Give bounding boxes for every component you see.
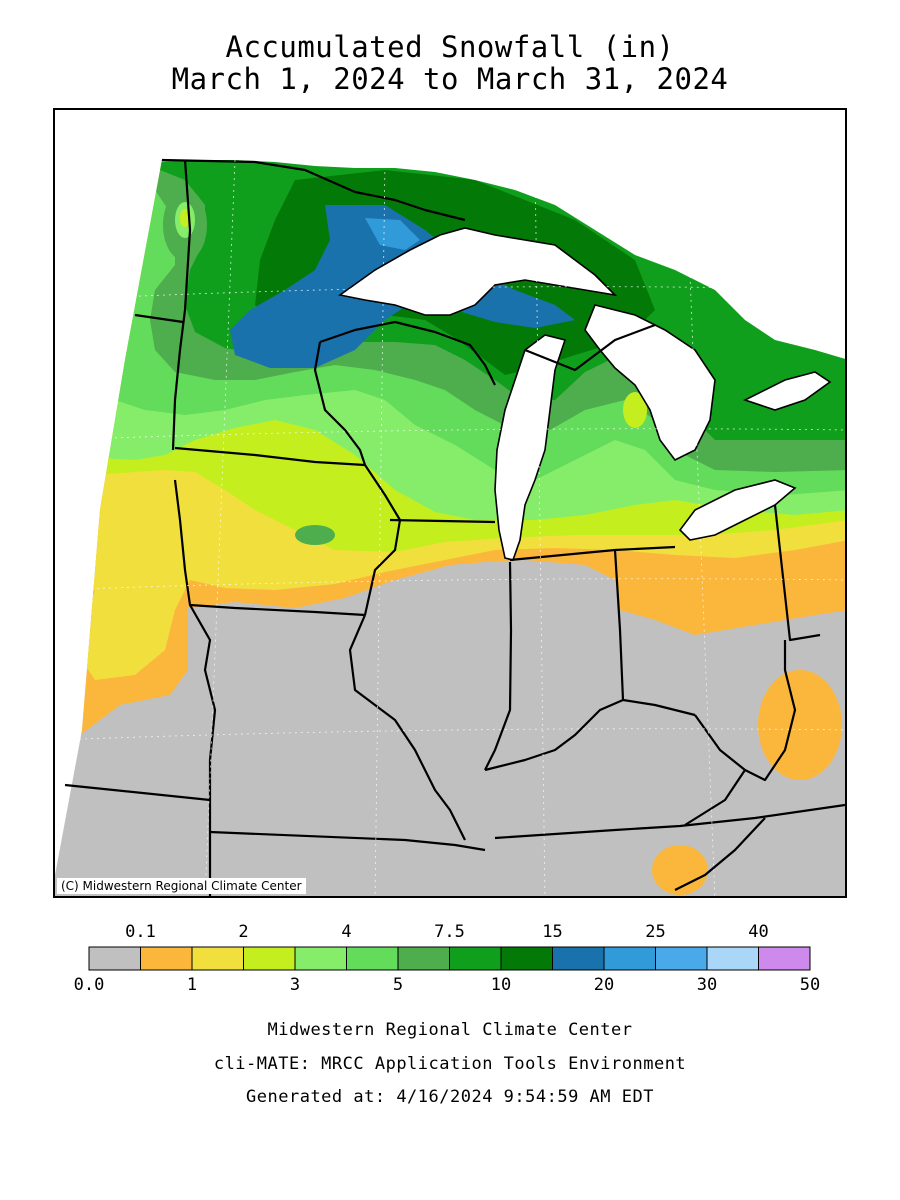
legend-bin [140,946,193,971]
border-nd-sd [134,313,184,324]
border-canada [161,158,466,222]
legend-bin [603,946,656,971]
border-il-mo [348,614,466,841]
legend-bottom-label: 1 [186,975,198,995]
legend-bin [243,946,296,971]
legend-bin [397,946,450,971]
legend-top-label: 0.1 [125,922,156,942]
legend-bin [346,946,399,971]
border-mo-ar [209,830,486,852]
legend-bottom-label: 50 [799,975,821,995]
border-in-ky [484,698,696,772]
border-ia-il [363,464,402,616]
lake-huron [584,304,716,462]
zone-5-7-5-ia [295,525,335,545]
legend-bin [758,946,811,971]
legend-bin [294,946,347,971]
projection-edge [161,136,845,356]
legend-bin [706,946,759,971]
lake-superior [338,227,618,316]
snowfall-map: (C) Midwestern Regional Climate Center [53,108,847,898]
lake-erie [678,479,797,541]
zone-0-1-tennessee [652,845,708,895]
legend-bottom-label: 10 [490,975,512,995]
ontario-region [162,110,845,359]
lake-michigan [494,334,567,561]
zone-0-1-ohio [758,670,842,780]
state-boundaries [64,158,845,896]
legend-bottom-label: 30 [696,975,718,995]
border-in-oh [613,549,625,701]
footer-tool: cli-MATE: MRCC Application Tools Environ… [213,1054,687,1074]
border-ky-va [684,769,746,826]
border-ks-mo [189,604,217,896]
legend-bottom-label: 5 [392,975,404,995]
legend-top-label: 7.5 [434,922,465,942]
legend-top-label: 40 [748,922,769,942]
map-subtitle: March 1, 2024 to March 31, 2024 [171,62,729,96]
border-oh-ky [694,640,797,782]
legend-bin [88,946,141,971]
legend-bin [449,946,502,971]
border-wi-mi [319,320,496,386]
zone-2-3-mi [623,392,647,428]
legend-bin [552,946,605,971]
legend-bin [191,946,244,971]
border-nd-mn [171,159,192,451]
legend-bin [500,946,553,971]
border-wi-il [389,518,496,524]
legend-top-label: 15 [542,922,563,942]
border-mn-ia [174,446,366,467]
border-il-in [484,561,513,771]
border-mi-upper [524,323,656,372]
border-oh-pa [773,504,821,642]
legend-bottom-label: 20 [593,975,615,995]
zone-20-25 [365,218,420,250]
footer-organization: Midwestern Regional Climate Center [267,1020,633,1040]
border-ks-ok [64,783,211,802]
legend-top-label: 25 [645,922,666,942]
legend-top-label: 2 [238,922,249,942]
footer-generated: Generated at: 4/16/2024 9:54:59 AM EDT [246,1087,654,1107]
lake-ontario [742,371,832,411]
great-lakes [338,227,832,561]
graticule [55,149,845,896]
map-title: Accumulated Snowfall (in) [225,30,675,64]
legend-bin [655,946,708,971]
copyright-notice: (C) Midwestern Regional Climate Center [57,878,306,894]
border-ky-tn [494,803,845,840]
legend-top-label: 4 [341,922,352,942]
border-mn-wi [313,341,367,466]
border-tn-nc [674,817,766,891]
legend-bottom-label: 0.0 [73,975,105,995]
zone-2-3-nd [180,209,190,227]
legend-bottom-label: 3 [289,975,301,995]
map-canvas [55,110,845,896]
border-in-mi [509,545,676,562]
